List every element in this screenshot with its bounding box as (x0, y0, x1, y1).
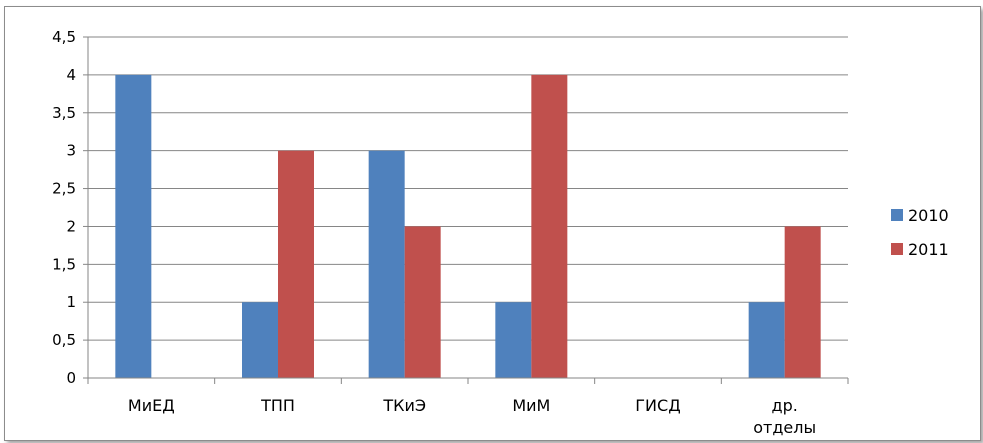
bar-2010-0 (115, 74, 152, 378)
x-axis-tick-labels: МиЕД ТПП ТКиЭ МиМ ГИСД др. отделы (128, 396, 816, 437)
y-axis-tick-labels: 0 0,5 1 1,5 2 2,5 3 3,5 4 4,5 (52, 28, 76, 387)
legend-swatch-2010 (891, 209, 903, 221)
legend-swatch-2011 (891, 243, 903, 255)
y-tick-label: 1 (66, 293, 76, 311)
x-tick-label: ТПП (260, 396, 295, 415)
axes (83, 36, 849, 384)
y-tick-label: 3 (66, 142, 76, 160)
gridlines (88, 36, 848, 341)
y-tick-label: 0 (66, 369, 76, 387)
x-tick-label: ГИСД (635, 396, 680, 415)
bar-2011-2 (404, 226, 441, 378)
legend: 2010 2011 (891, 206, 949, 259)
bar-2011-3 (531, 74, 568, 378)
legend-label-2011: 2011 (908, 240, 949, 259)
bar-2011-5 (784, 226, 821, 378)
bar-2010-2 (368, 150, 405, 378)
y-tick-label: 4,5 (52, 28, 76, 46)
y-tick-label: 1,5 (52, 255, 76, 273)
bar-2010-1 (242, 302, 278, 378)
legend-label-2010: 2010 (908, 206, 949, 225)
bar-2011-1 (278, 150, 314, 378)
bar-2010-3 (495, 302, 532, 378)
y-tick-label: 3,5 (52, 104, 76, 122)
y-tick-label: 2 (66, 217, 76, 235)
y-tick-label: 0,5 (52, 331, 76, 349)
bars (115, 74, 821, 378)
x-tick-label: ТКиЭ (382, 396, 426, 415)
x-tick-label: МиМ (512, 396, 550, 415)
y-tick-label: 2,5 (52, 180, 76, 198)
y-tick-label: 4 (66, 66, 76, 84)
x-tick-label: др. отделы (753, 396, 816, 437)
bar-2010-5 (748, 302, 785, 378)
x-tick-label: МиЕД (128, 396, 175, 415)
